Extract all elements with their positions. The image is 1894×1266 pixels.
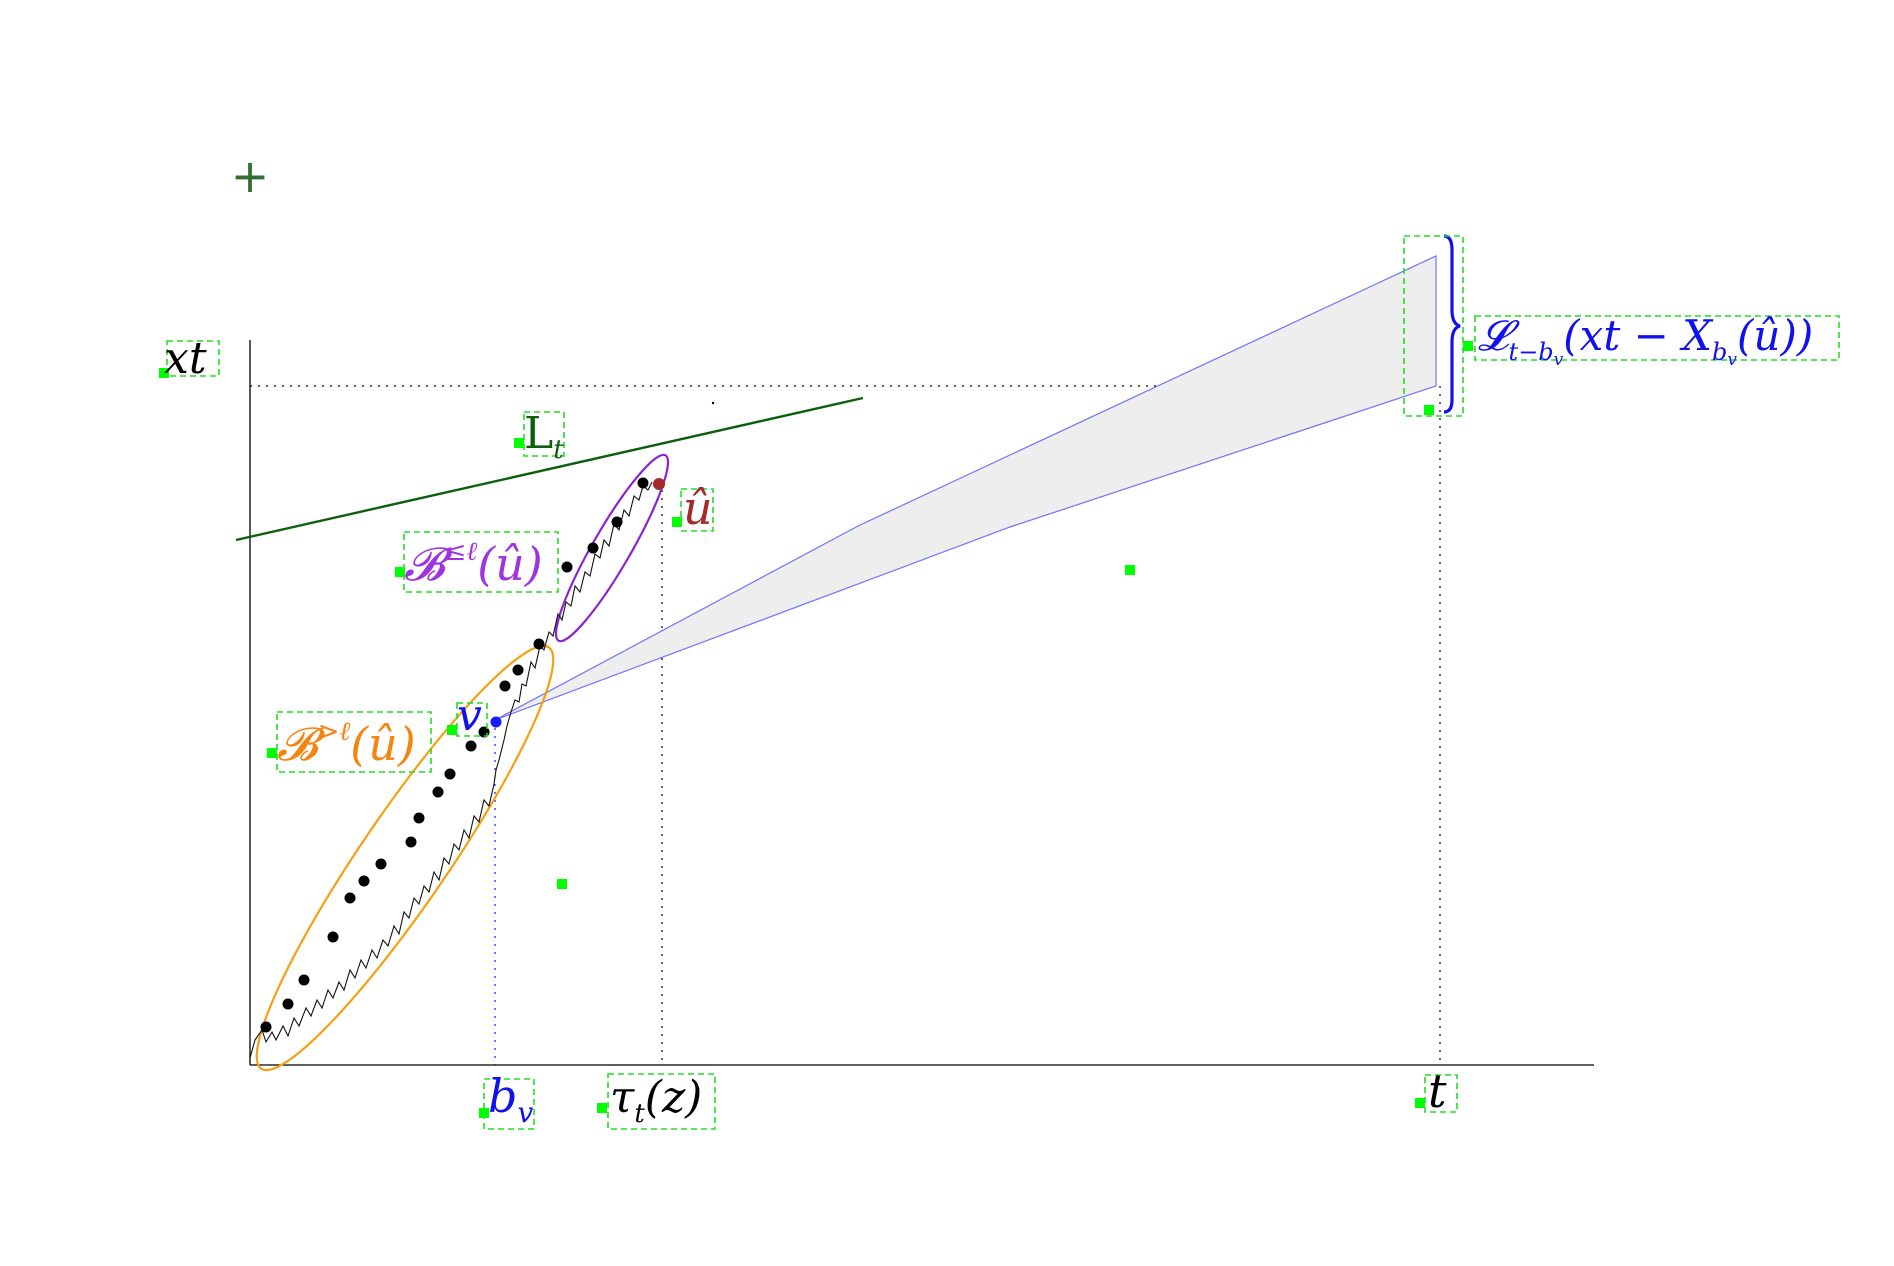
barrier-line bbox=[235, 396, 864, 542]
walk-dot bbox=[375, 858, 387, 870]
b-gt-ellipse bbox=[255, 644, 555, 1072]
walk-dot bbox=[444, 768, 456, 780]
v-point bbox=[490, 716, 502, 728]
label-box-b-gt bbox=[276, 711, 432, 773]
b-v-label-sub: v bbox=[517, 1096, 533, 1129]
walk-dot bbox=[533, 638, 545, 650]
label-box-cone bbox=[1474, 315, 1840, 361]
b-le-label-sup: ≤ℓ bbox=[445, 537, 478, 567]
walk-dot bbox=[358, 875, 370, 887]
cone-label: 𝓛t−bv(xt − Xbv(û)) bbox=[1478, 311, 1813, 370]
b-gt-label-sup: >ℓ bbox=[318, 717, 351, 747]
tau-label-base: τ bbox=[610, 1072, 635, 1123]
anchor-markers bbox=[159, 341, 1473, 1118]
b-gt-label-arg: (û) bbox=[350, 717, 416, 771]
u-hat-point bbox=[653, 478, 665, 490]
label-box-t bbox=[1424, 1074, 1458, 1113]
anchor-marker bbox=[1463, 341, 1473, 351]
cone-label-arg2: (û)) bbox=[1737, 311, 1813, 360]
walk-dot bbox=[465, 740, 477, 752]
cone-label-argsub: b bbox=[1712, 338, 1727, 366]
v-label: v bbox=[457, 690, 482, 741]
walk-dot bbox=[432, 786, 444, 798]
barrier-label-sub: t bbox=[553, 435, 564, 465]
stray-dot bbox=[711, 401, 715, 405]
cone-label-arg1: (xt − X bbox=[1563, 311, 1714, 360]
walk-dot bbox=[344, 892, 356, 904]
label-box-v bbox=[456, 702, 488, 737]
label-box-barrier bbox=[523, 411, 565, 457]
label-box-b-le bbox=[403, 531, 559, 593]
cone-label-sub: t−b bbox=[1509, 338, 1554, 366]
cone-label-subsub: v bbox=[1554, 350, 1564, 370]
anchor-marker bbox=[1125, 565, 1135, 575]
walk-dot bbox=[282, 998, 294, 1010]
u-hat-label: û bbox=[683, 481, 713, 535]
cone-label-argsubsub: v bbox=[1727, 350, 1737, 370]
walk-dot bbox=[327, 931, 339, 943]
walk-dot bbox=[499, 680, 511, 692]
tau-label-arg: (z) bbox=[645, 1072, 703, 1123]
walk-dot bbox=[298, 974, 310, 986]
anchor-marker bbox=[1424, 405, 1434, 415]
anchor-marker bbox=[447, 725, 457, 735]
walk-dot bbox=[260, 1021, 272, 1033]
anchor-marker bbox=[479, 1108, 489, 1118]
label-box-xt bbox=[166, 340, 220, 377]
label-box-b-v bbox=[483, 1078, 535, 1130]
cone-brace bbox=[1443, 234, 1461, 414]
anchor-marker bbox=[597, 1103, 607, 1113]
walk-dot bbox=[405, 836, 417, 848]
anchor-marker bbox=[159, 368, 169, 378]
y-axis-label: xt bbox=[164, 333, 207, 384]
b-gt-label: 𝓑>ℓ(û) bbox=[277, 717, 416, 771]
b-v-label: bv bbox=[488, 1069, 533, 1129]
light-cone bbox=[494, 255, 1437, 721]
anchor-marker bbox=[514, 438, 524, 448]
plus-marker: + bbox=[231, 149, 270, 203]
anchor-marker bbox=[267, 748, 277, 758]
tau-label: τt(z) bbox=[610, 1072, 702, 1129]
anchor-marker bbox=[557, 879, 567, 889]
b-le-label: 𝓑≤ℓ(û) bbox=[404, 537, 543, 591]
walk-dot bbox=[561, 561, 573, 573]
walk-dot bbox=[413, 812, 425, 824]
anchor-marker bbox=[395, 567, 405, 577]
walk-dots bbox=[260, 477, 649, 1033]
label-box-tau bbox=[607, 1073, 716, 1130]
random-walk-path bbox=[249, 481, 653, 1059]
label-box-u-hat bbox=[680, 488, 714, 532]
t-label: t bbox=[1428, 1064, 1447, 1118]
barrier-label-base: L bbox=[524, 408, 553, 459]
anchor-marker bbox=[1415, 1098, 1425, 1108]
barrier-label: Lt bbox=[524, 408, 564, 465]
tau-label-sub: t bbox=[634, 1099, 645, 1129]
walk-dot bbox=[611, 516, 623, 528]
b-le-ellipse bbox=[554, 453, 670, 643]
anchor-marker bbox=[672, 517, 682, 527]
b-le-label-arg: (û) bbox=[477, 537, 543, 591]
walk-dot bbox=[637, 477, 649, 489]
walk-dot bbox=[512, 664, 524, 676]
walk-dot bbox=[587, 542, 599, 554]
b-v-label-base: b bbox=[488, 1069, 517, 1123]
